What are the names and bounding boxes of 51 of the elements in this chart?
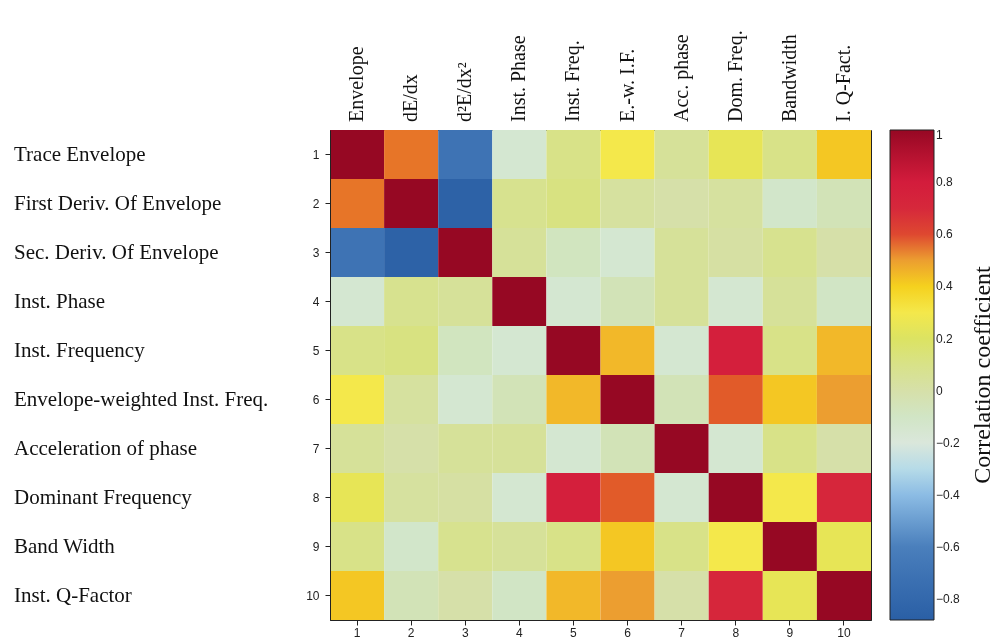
x-tick-label: Bandwidth [777,34,800,122]
color-bar-label: 0.4 [936,279,954,294]
color-bar-label: 0 [936,383,943,398]
x-tick-label: Envelope [345,46,369,122]
y-tick-label: Inst. Frequency [14,337,146,362]
y2-tick-label: 7 [312,441,320,456]
text: 7 [678,626,686,639]
x-tick-label: dE/dx [399,74,422,122]
color-bar-label: −0.8 [936,592,961,607]
color-bar-label: 1 [936,128,943,142]
x-tick-label: Inst. Freq. [561,40,585,122]
y-tick-label: Inst. Q-Factor [14,582,132,607]
color-bar-label: −0.2 [936,435,961,450]
x-tick-label: E.-w. I.F. [615,48,638,122]
color-bar-label: 0.6 [936,227,954,242]
y2-tick-label: 5 [312,343,320,358]
y2-tick-label: 6 [312,392,320,407]
y-tick-label: Envelope-weighted Inst. Freq. [14,386,269,411]
x-tick-label: Inst. Phase [507,35,530,122]
x-tick-label: Acc. phase [669,34,693,122]
color-bar-label: 0.8 [936,175,954,190]
y-tick-label: Dominant Frequency [14,484,193,509]
text: 1 [353,626,361,639]
y-tick-label: Acceleration of phase [14,435,198,460]
y-tick-label: First Deriv. Of Envelope [14,190,222,215]
y-tick-label: Band Width [14,533,116,558]
color-bar-title: Correlation coefficient [969,265,995,484]
y2-tick-label: 1 [312,147,320,162]
y2-tick-label: 8 [312,490,320,505]
color-bar-label: −0.6 [936,540,961,555]
text: 5 [570,626,578,639]
x-tick-label: Dom. Freq. [723,30,747,122]
text: 9 [786,626,794,639]
text: 2 [407,626,415,639]
y2-tick-label: 3 [312,245,320,260]
text: 6 [624,626,632,639]
text: 10 [837,626,851,639]
x-tick-label: d²E/dx² [453,62,476,122]
y-tick-label: Sec. Deriv. Of Envelope [14,239,219,264]
color-bar-label: −0.4 [936,487,961,502]
x-tick-label: I. Q-Fact. [831,44,854,122]
text: 8 [732,626,740,639]
color-bar-label: 0.2 [936,331,954,346]
y2-tick-label: 10 [306,588,320,603]
text: 4 [516,626,524,639]
y2-tick-label: 2 [312,196,320,211]
text: 3 [461,626,469,639]
y2-tick-label: 4 [312,294,320,309]
y2-tick-label: 9 [312,539,320,554]
y-tick-label: Inst. Phase [14,288,105,313]
y-tick-label: Trace Envelope [14,141,146,166]
